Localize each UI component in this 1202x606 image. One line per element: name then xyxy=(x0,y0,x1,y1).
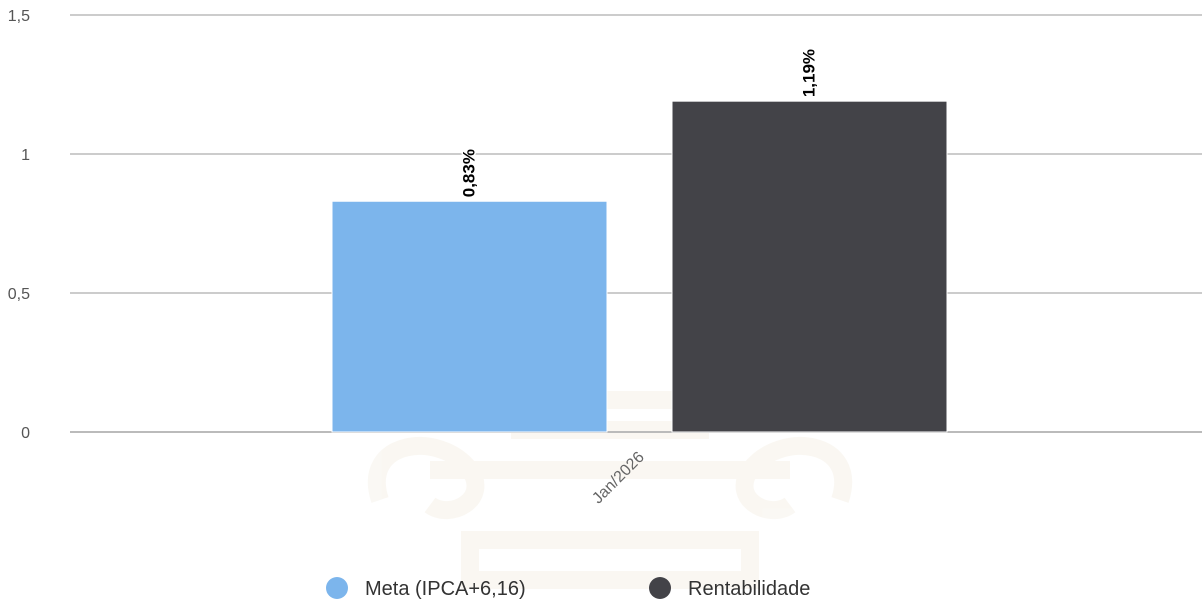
y-axis: 0 0,5 1 1,5 xyxy=(8,8,30,442)
legend-label: Meta (IPCA+6,16) xyxy=(365,578,526,600)
y-tick-label: 0,5 xyxy=(8,286,30,303)
data-label: 0,83% xyxy=(460,149,479,197)
y-tick-label: 1 xyxy=(21,147,30,164)
y-tick-label: 0 xyxy=(21,425,30,442)
data-label: 1,19% xyxy=(800,49,819,97)
legend-item-rentabilidade[interactable]: Rentabilidade xyxy=(649,577,810,600)
grid-layer xyxy=(70,14,1202,433)
legend: Meta (IPCA+6,16) Rentabilidade xyxy=(326,577,810,600)
legend-marker xyxy=(326,577,348,599)
legend-marker xyxy=(649,577,671,599)
data-labels: 0,83% 1,19% xyxy=(458,47,820,198)
bar-meta[interactable] xyxy=(331,200,608,433)
legend-item-meta[interactable]: Meta (IPCA+6,16) xyxy=(326,577,526,600)
bar-rentabilidade[interactable] xyxy=(671,100,948,433)
legend-label: Rentabilidade xyxy=(688,578,810,600)
y-tick-label: 1,5 xyxy=(8,8,30,25)
bars xyxy=(331,100,948,433)
